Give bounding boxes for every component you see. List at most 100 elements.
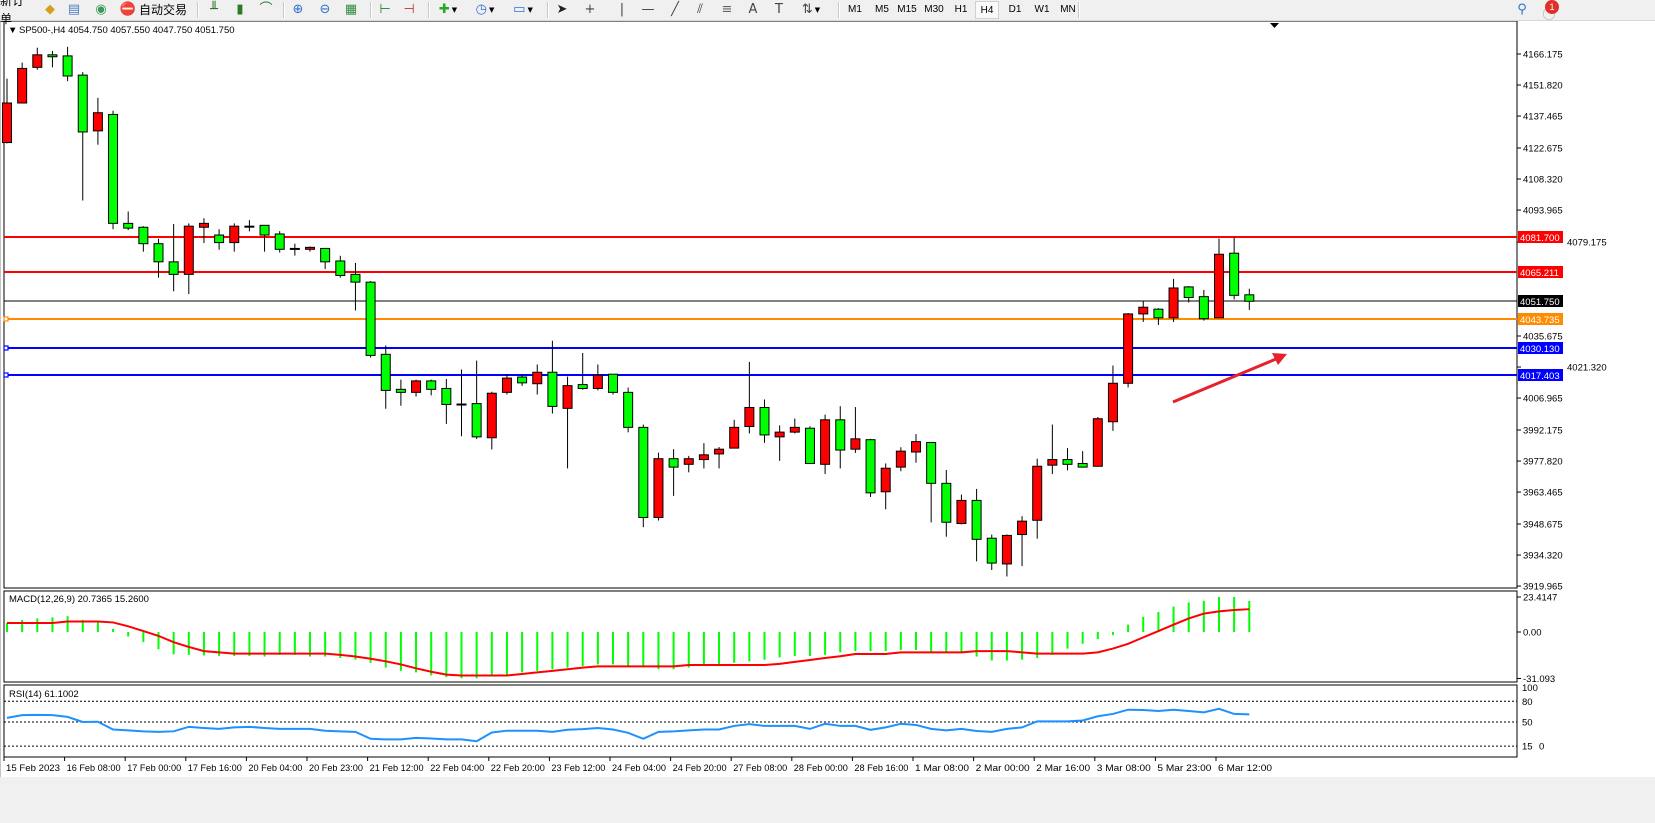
dropdown-arrow-icon[interactable]: ▼ <box>488 6 495 14</box>
dropdown-arrow-icon[interactable]: ▼ <box>451 6 458 14</box>
candle <box>320 247 331 269</box>
timeframe-mn[interactable]: MN <box>1060 4 1076 15</box>
candle <box>183 223 194 295</box>
candle-body <box>1244 294 1255 302</box>
candle-body <box>17 67 28 104</box>
time-axis-label: 17 Feb 16:00 <box>188 763 242 774</box>
candle-body <box>623 391 634 428</box>
macd-axis-label: 0.00 <box>1523 628 1542 639</box>
candle-body <box>850 438 861 450</box>
candle-body <box>653 458 664 518</box>
time-axis-label: 15 Feb 2023 <box>6 763 60 774</box>
candle <box>835 406 846 469</box>
bar-chart-button[interactable]: ╨ <box>206 1 222 19</box>
data-window-button[interactable]: ▤ <box>66 1 82 19</box>
candle <box>47 50 58 68</box>
candle <box>759 399 770 443</box>
line-anchor-handle[interactable] <box>3 316 9 322</box>
autotrading-button[interactable]: ⛔ <box>120 1 136 19</box>
arrows-button[interactable]: ⇅ ▼ <box>797 1 825 19</box>
rsi-axis-label: 100 <box>1522 683 1538 694</box>
price-tag-bg <box>1518 313 1563 325</box>
candle <box>608 373 618 395</box>
fibonacci-icon: ≡ <box>721 2 733 17</box>
fibonacci-button[interactable]: ≡ <box>719 1 735 19</box>
price-axis-label: 4137.465 <box>1523 112 1563 123</box>
timeframe-m5[interactable]: M5 <box>875 4 889 15</box>
candle-body <box>714 448 725 455</box>
timeframe-d1[interactable]: D1 <box>1008 4 1022 15</box>
candle-body <box>244 225 255 228</box>
line-anchor-handle[interactable] <box>3 372 9 378</box>
price-axis-label: 4093.965 <box>1523 206 1563 217</box>
zoom-out-button[interactable]: ⊖ <box>317 1 333 19</box>
vertical-line-button[interactable]: | <box>614 1 630 19</box>
candle <box>744 361 755 434</box>
price-axis-label: 3977.820 <box>1523 457 1563 468</box>
candle-body <box>92 112 103 132</box>
candle <box>683 455 694 473</box>
price-axis-label: 4122.675 <box>1523 144 1563 155</box>
time-axis-label: 22 Feb 04:00 <box>430 763 484 774</box>
candle-body <box>198 222 209 228</box>
candle <box>729 419 740 449</box>
equidistant-channel-button[interactable]: ⫽ <box>692 1 708 19</box>
candle-body <box>305 246 315 250</box>
autotrading-label-button[interactable]: 自动交易 <box>139 3 188 17</box>
timeframe-m15[interactable]: M15 <box>897 4 917 15</box>
time-axis-label: 2 Mar 00:00 <box>976 763 1030 774</box>
time-axis-label: 20 Feb 04:00 <box>248 763 302 774</box>
zoom-in-button[interactable]: ⊕ <box>290 1 306 19</box>
auto-scroll-button[interactable]: ⊢ <box>377 1 393 19</box>
dropdown-arrow-icon[interactable]: ▼ <box>814 6 821 14</box>
cursor-button[interactable]: ➤ <box>554 1 570 19</box>
text-label-button[interactable]: T <box>771 1 787 19</box>
text-button[interactable]: A <box>745 1 761 19</box>
candle-body <box>380 353 391 391</box>
timeframe-h4[interactable]: H4 <box>975 1 999 19</box>
candle <box>653 452 664 521</box>
toolbar-separator <box>1078 2 1080 18</box>
main-panel-frame <box>3 20 1518 589</box>
toolbar-separator <box>283 2 285 18</box>
candle <box>926 441 937 523</box>
market-watch-button[interactable]: ◆ <box>42 1 58 19</box>
timeframe-h1[interactable]: H1 <box>954 4 968 15</box>
price-axis-label: 4079.175 <box>1567 238 1607 249</box>
candle <box>941 469 952 537</box>
line-chart-button[interactable]: ⌒ <box>258 1 274 19</box>
search-icon[interactable]: ⚲ <box>1517 2 1527 17</box>
navigator-button[interactable]: ◉ <box>93 1 109 19</box>
candle <box>971 488 982 562</box>
candle <box>1047 424 1058 475</box>
candle-body <box>774 431 785 438</box>
trendline-button[interactable]: ╱ <box>667 1 683 19</box>
horizontal-line-button[interactable]: — <box>640 1 656 19</box>
symbol-info: SP500-,H4 4054.750 4057.550 4047.750 405… <box>19 25 235 36</box>
candle <box>956 494 967 525</box>
templates-button[interactable]: ▭ ▼ <box>508 1 538 19</box>
crosshair-button[interactable]: + <box>582 1 598 19</box>
candle <box>274 231 285 253</box>
candle <box>305 246 315 252</box>
chart-shift-button[interactable]: ⊣ <box>401 1 417 19</box>
candle <box>789 418 800 434</box>
dropdown-arrow-icon[interactable]: ▼ <box>527 6 533 14</box>
timeframe-m1[interactable]: M1 <box>848 4 862 15</box>
line-anchor-handle[interactable] <box>3 345 9 351</box>
timeframe-w1[interactable]: W1 <box>1034 4 1050 15</box>
horizontal-line-icon: — <box>641 2 655 17</box>
candlestick-chart-button[interactable]: ▮ <box>232 1 248 19</box>
candle <box>714 447 725 469</box>
new-order-button[interactable]: 新订单 <box>0 0 25 26</box>
time-axis-label: 24 Feb 20:00 <box>673 763 727 774</box>
periods-button[interactable]: ◷ ▼ <box>472 1 498 19</box>
price-axis-label: 3948.675 <box>1523 520 1563 531</box>
candle-body <box>804 427 815 464</box>
zoom-in-icon: ⊕ <box>292 2 304 17</box>
tile-windows-button[interactable]: ▦ <box>343 1 359 19</box>
timeframe-m30[interactable]: M30 <box>924 4 944 15</box>
indicators-button[interactable]: ✚ ▼ <box>435 1 461 19</box>
rsi-axis-label: 80 <box>1522 697 1533 708</box>
